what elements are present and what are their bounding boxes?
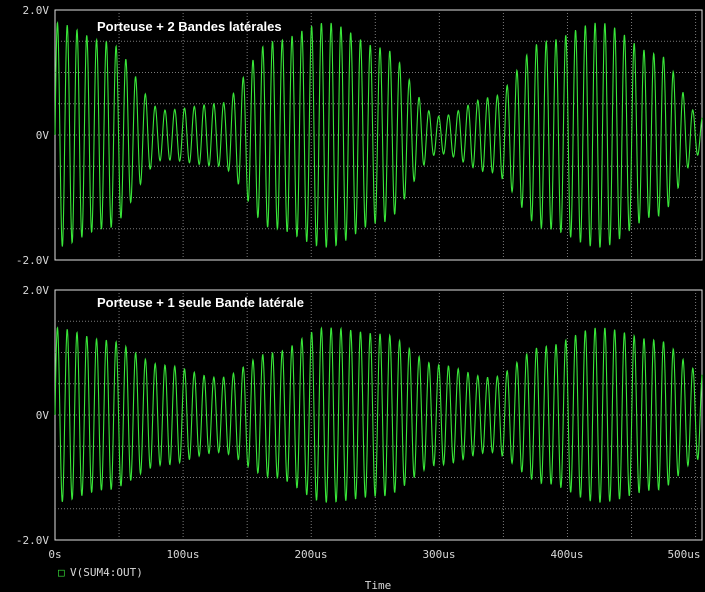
legend-marker-icon: □ <box>58 566 65 579</box>
waveform-trace-bottom <box>54 326 703 503</box>
x-axis-ticks: 0s 100us 200us 300us 400us 500us <box>48 548 700 561</box>
waveform-trace-top <box>54 21 703 248</box>
x-tick-label: 200us <box>294 548 327 561</box>
x-tick-label: 0s <box>48 548 61 561</box>
x-tick-label: 400us <box>550 548 583 561</box>
y-tick-label-bottom-zero: 0V <box>36 409 50 422</box>
annotation-bottom: Porteuse + 1 seule Bande latérale <box>97 295 304 310</box>
y-tick-label-top-zero: 0V <box>36 129 50 142</box>
y-tick-label-top-max: 2.0V <box>23 4 50 17</box>
plot-panel-top: 2.0V 0V -2.0V Porteuse + 2 Bandes latéra… <box>16 4 703 267</box>
y-tick-label-top-min: -2.0V <box>16 254 49 267</box>
x-axis-label: Time <box>365 579 392 592</box>
legend[interactable]: □ V(SUM4:OUT) <box>58 566 143 579</box>
grid-top <box>55 10 702 260</box>
annotation-top: Porteuse + 2 Bandes latérales <box>97 19 282 34</box>
y-tick-label-bottom-max: 2.0V <box>23 284 50 297</box>
legend-label: V(SUM4:OUT) <box>70 566 143 579</box>
grid-bottom <box>55 290 702 540</box>
y-tick-label-bottom-min: -2.0V <box>16 534 49 547</box>
x-tick-label: 500us <box>667 548 700 561</box>
x-tick-label: 100us <box>166 548 199 561</box>
plot-panel-bottom: 2.0V 0V -2.0V Porteuse + 1 seule Bande l… <box>16 284 703 547</box>
x-tick-label: 300us <box>422 548 455 561</box>
